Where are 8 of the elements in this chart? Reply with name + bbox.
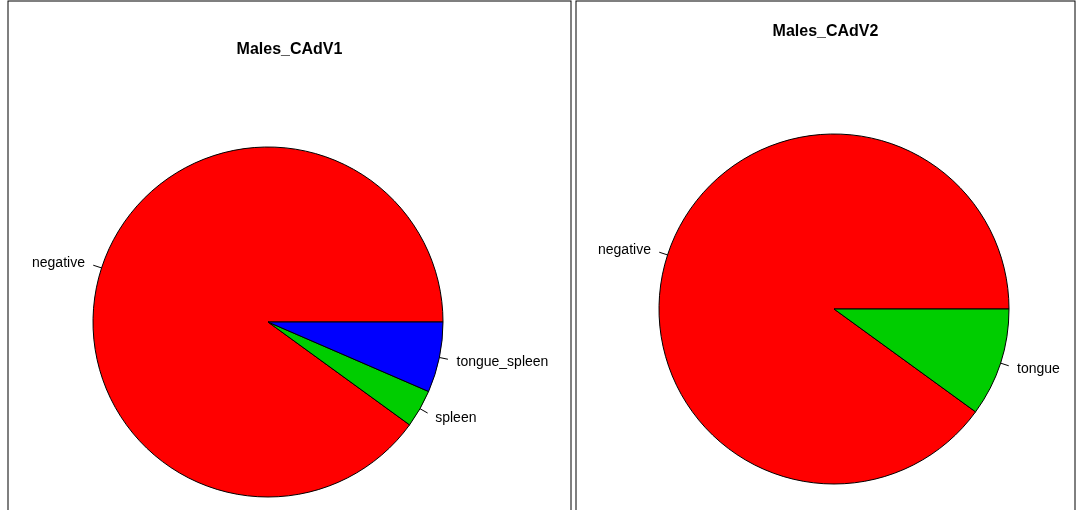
slice-label: negative (31, 254, 86, 271)
pie-slice (658, 133, 1010, 485)
slice-label: spleen (435, 409, 477, 426)
slice-label: negative (597, 241, 652, 258)
slice-label: tongue (1017, 360, 1061, 377)
chart-title: Males_CAdV2 (772, 22, 879, 39)
chart-title: Males_CAdV1 (236, 40, 343, 57)
slice-label: tongue_spleen (456, 352, 549, 369)
